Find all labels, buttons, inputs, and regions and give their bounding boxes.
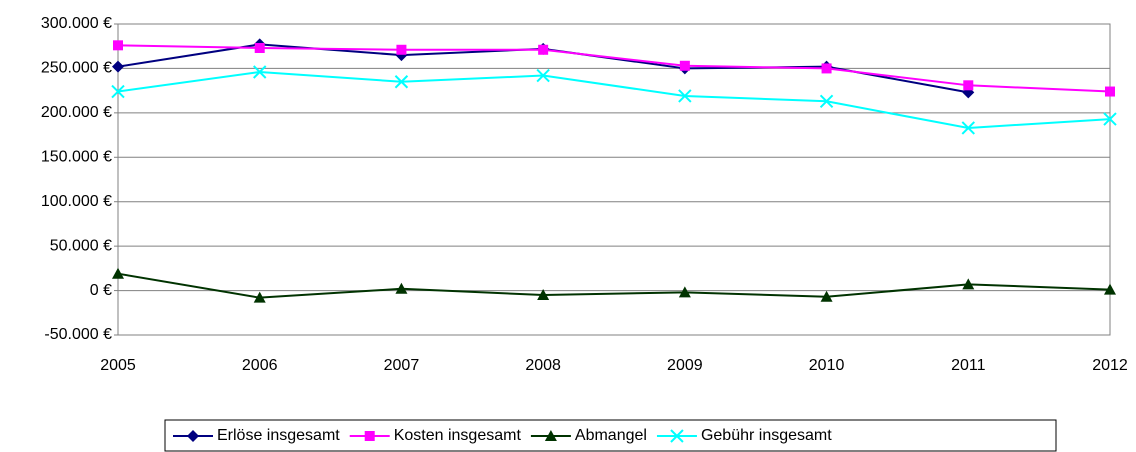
x-tick-label: 2008 [525,357,561,374]
marker [396,44,407,55]
y-tick-label: 100.000 € [41,193,112,210]
x-tick-label: 2005 [100,357,136,374]
y-tick-label: 200.000 € [41,104,112,121]
marker [820,290,833,302]
marker [112,267,124,279]
marker [253,65,267,79]
y-tick-label: 150.000 € [41,149,112,166]
marker [678,89,692,103]
series-line [117,272,1111,299]
marker [963,80,974,91]
legend-marker [670,429,684,443]
legend-label: Abmangel [575,427,647,444]
legend-marker [544,430,557,441]
x-tick-label: 2006 [242,357,278,374]
marker [1105,86,1115,97]
x-tick-label: 2010 [809,357,845,374]
x-tick-label: 2012 [1092,357,1128,374]
marker [1103,112,1117,126]
marker [962,278,975,290]
marker [395,282,408,294]
x-tick-label: 2007 [384,357,420,374]
marker [253,291,266,303]
legend-box [164,419,1057,452]
marker [536,68,550,83]
marker [537,289,550,301]
series-line [117,70,1111,129]
legend-label: Kosten insgesamt [394,427,522,444]
marker [821,63,832,74]
marker [254,42,265,53]
marker [1104,283,1116,295]
y-tick-label: 300.000 € [41,15,112,32]
y-tick-label: 50.000 € [50,237,112,254]
marker [819,94,834,109]
marker [678,286,691,298]
legend-marker [187,430,199,442]
marker [113,40,123,51]
marker [538,44,549,55]
legend-label: Gebühr insgesamt [701,427,832,444]
marker [679,60,690,71]
marker [112,60,124,73]
plot-area [117,23,1111,336]
legend-marker [364,431,375,441]
y-tick-label: 0 € [90,282,112,299]
legend-label: Erlöse insgesamt [217,427,340,444]
y-tick-label: 250.000 € [41,60,112,77]
marker [111,84,125,99]
x-tick-label: 2009 [667,357,703,374]
marker [394,75,409,89]
x-tick-label: 2011 [951,357,986,374]
marker [961,121,975,135]
y-tick-label: -50.000 € [44,326,112,343]
series-line [117,44,1111,93]
